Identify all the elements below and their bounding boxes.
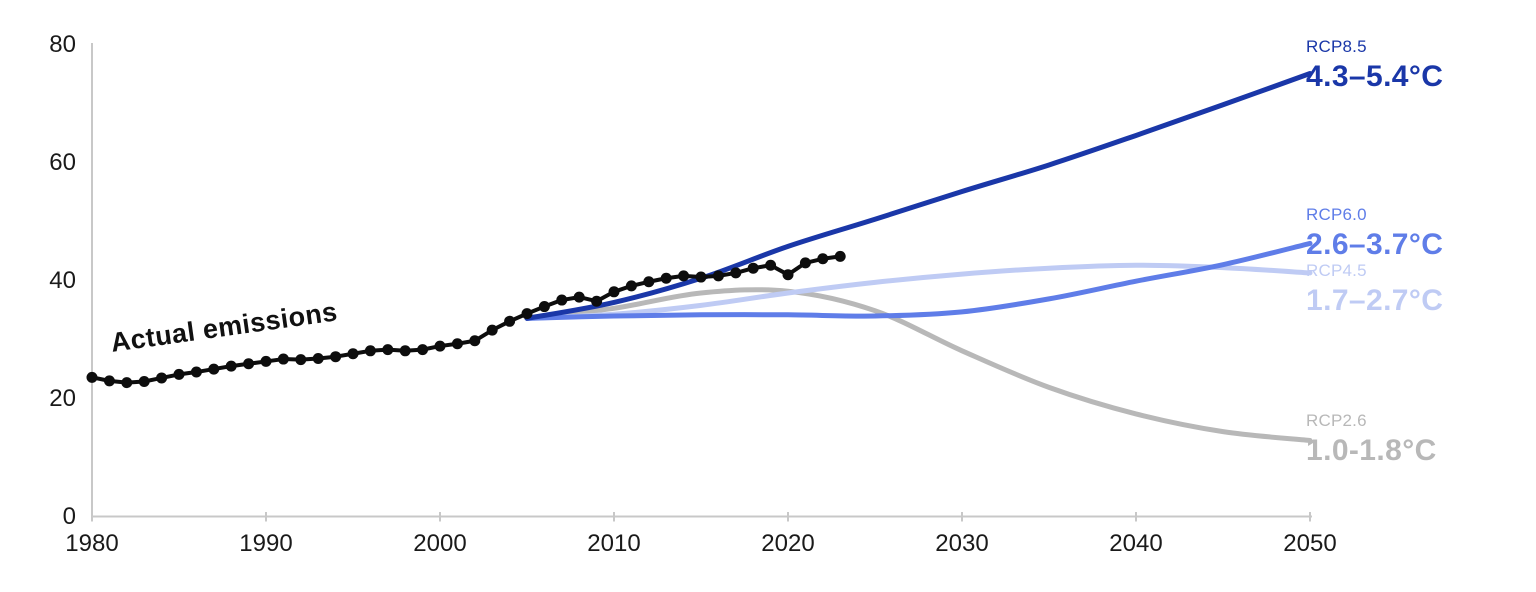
x-tick-label: 2000 xyxy=(413,530,466,557)
scenario-label-rcp85: RCP8.5 4.3–5.4°C xyxy=(1306,38,1443,92)
scenario-name-rcp45: RCP4.5 xyxy=(1306,261,1367,280)
actual-emissions-point xyxy=(504,315,516,327)
x-tick-label: 1990 xyxy=(239,530,292,557)
actual-emissions-point xyxy=(330,351,342,363)
actual-emissions-point xyxy=(312,352,324,364)
actual-emissions-point xyxy=(260,355,272,367)
actual-emissions-point xyxy=(469,335,481,347)
actual-emissions-point xyxy=(538,301,550,313)
actual-emissions-point xyxy=(399,345,411,357)
actual-emissions-point xyxy=(591,295,603,307)
actual-emissions-point xyxy=(121,377,133,389)
scenario-name-rcp85: RCP8.5 xyxy=(1306,37,1367,56)
actual-emissions-point xyxy=(608,286,620,298)
scenario-line-rcp60 xyxy=(524,240,1313,321)
scenario-label-rcp60: RCP6.0 2.6–3.7°C xyxy=(1306,206,1443,260)
actual-emissions-point xyxy=(243,358,255,370)
y-tick-label: 20 xyxy=(49,385,76,412)
actual-emissions-point xyxy=(173,368,185,380)
scenario-line-rcp45 xyxy=(524,262,1313,321)
actual-emissions-point xyxy=(730,267,742,279)
scenario-range-rcp60: 2.6–3.7°C xyxy=(1306,228,1444,261)
actual-emissions-point xyxy=(86,371,98,383)
scenario-range-rcp26: 1.0-1.8°C xyxy=(1306,434,1437,467)
scenario-label-rcp45: RCP4.5 1.7–2.7°C xyxy=(1306,262,1443,316)
actual-emissions-point xyxy=(382,344,394,356)
x-tick-label: 2030 xyxy=(935,530,988,557)
actual-emissions-point xyxy=(573,291,585,303)
actual-emissions-point xyxy=(295,354,307,366)
actual-emissions-point xyxy=(695,271,707,283)
x-tick-label: 1980 xyxy=(65,530,118,557)
x-tick-label: 2040 xyxy=(1109,530,1162,557)
y-tick-label: 40 xyxy=(49,267,76,294)
x-tick-label: 2010 xyxy=(587,530,640,557)
scenario-range-rcp45: 1.7–2.7°C xyxy=(1306,284,1444,317)
y-tick-label: 80 xyxy=(49,31,76,58)
scenario-name-rcp60: RCP6.0 xyxy=(1306,205,1367,224)
actual-emissions-point xyxy=(765,259,777,271)
actual-emissions-point xyxy=(678,270,690,282)
actual-emissions-point xyxy=(347,348,359,360)
actual-emissions-point xyxy=(643,276,655,288)
scenario-name-rcp26: RCP2.6 xyxy=(1306,411,1367,430)
actual-emissions-point xyxy=(486,324,498,336)
actual-emissions-point xyxy=(747,262,759,274)
actual-emissions-point xyxy=(625,280,637,292)
actual-emissions-point xyxy=(277,353,289,365)
actual-emissions-point xyxy=(434,340,446,352)
actual-emissions-point xyxy=(817,253,829,265)
actual-emissions-point xyxy=(660,272,672,284)
actual-emissions-point xyxy=(712,270,724,282)
y-tick-label: 60 xyxy=(49,149,76,176)
actual-emissions-point xyxy=(521,308,533,320)
x-tick-label: 2050 xyxy=(1283,530,1336,557)
scenario-line-rcp85 xyxy=(524,71,1313,321)
actual-emissions-point xyxy=(451,338,463,350)
actual-emissions-point xyxy=(103,375,115,387)
actual-emissions-point xyxy=(208,363,220,375)
actual-emissions-point xyxy=(417,344,429,356)
actual-emissions-point xyxy=(190,366,202,378)
actual-emissions-point xyxy=(138,375,150,387)
actual-emissions-point xyxy=(156,372,168,384)
scenario-line-rcp26 xyxy=(524,287,1313,443)
y-tick-label: 0 xyxy=(63,503,76,530)
actual-emissions-point xyxy=(225,360,237,372)
actual-emissions-point xyxy=(556,294,568,306)
actual-emissions-point xyxy=(799,257,811,269)
actual-emissions-point xyxy=(834,250,846,262)
actual-emissions-point xyxy=(364,345,376,357)
actual-emissions-point xyxy=(782,269,794,281)
scenario-range-rcp85: 4.3–5.4°C xyxy=(1306,60,1444,93)
x-tick-label: 2020 xyxy=(761,530,814,557)
scenario-label-rcp26: RCP2.6 1.0-1.8°C xyxy=(1306,412,1437,466)
